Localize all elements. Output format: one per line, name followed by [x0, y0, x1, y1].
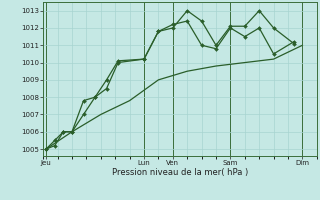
X-axis label: Pression niveau de la mer( hPa ): Pression niveau de la mer( hPa ) [112, 168, 248, 177]
